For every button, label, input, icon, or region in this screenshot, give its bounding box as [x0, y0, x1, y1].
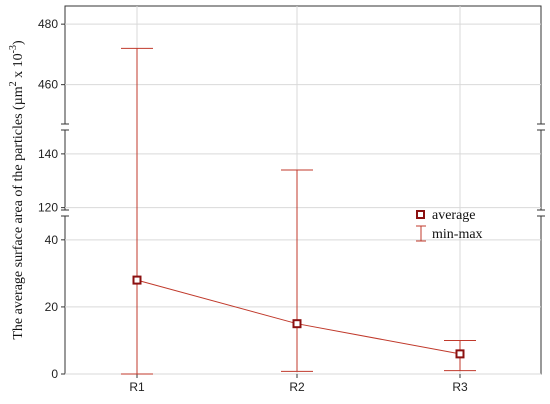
y-axis: 0 20 40 120 140 460 480: [38, 17, 545, 381]
y-axis-label-exp2: -3: [8, 45, 19, 53]
y-axis-label-mid: x 10: [11, 53, 26, 81]
y-axis-label-close: ): [11, 40, 26, 45]
axis-break-gap: [538, 210, 544, 216]
x-axis: R1 R2 R3: [129, 374, 468, 394]
x-tick-label: R2: [289, 380, 305, 394]
y-axis-label-exp1: 2: [8, 81, 19, 86]
legend-average-marker: [416, 210, 425, 219]
axis-break-gap: [62, 210, 68, 216]
y-tick-label: 20: [45, 300, 59, 314]
y-tick-label: 480: [38, 17, 58, 31]
axis-break-gap: [62, 124, 68, 130]
legend: average min-max: [416, 208, 483, 242]
average-point: [132, 275, 142, 285]
y-tick-label: 460: [38, 78, 58, 92]
y-tick-label: 140: [38, 147, 58, 161]
average-point: [455, 349, 465, 359]
average-point: [292, 319, 302, 329]
error-bar: [281, 169, 313, 372]
axis-break-gap: [538, 124, 544, 130]
plot-frame: [64, 5, 542, 375]
error-bar: [121, 47, 153, 375]
legend-minmax-marker: [416, 225, 426, 242]
series-average: [121, 47, 476, 375]
grid-lines: [65, 6, 541, 375]
legend-average-label: average: [432, 208, 476, 223]
x-tick-label: R1: [129, 380, 145, 394]
y-tick-label: 0: [51, 367, 58, 381]
x-tick-label: R3: [452, 380, 468, 394]
y-tick-label: 40: [45, 233, 59, 247]
y-tick-label: 120: [38, 201, 58, 215]
legend-minmax-label: min-max: [432, 227, 483, 242]
y-axis-label: The average surface area of the particle…: [8, 40, 26, 340]
average-line: [136, 279, 461, 355]
